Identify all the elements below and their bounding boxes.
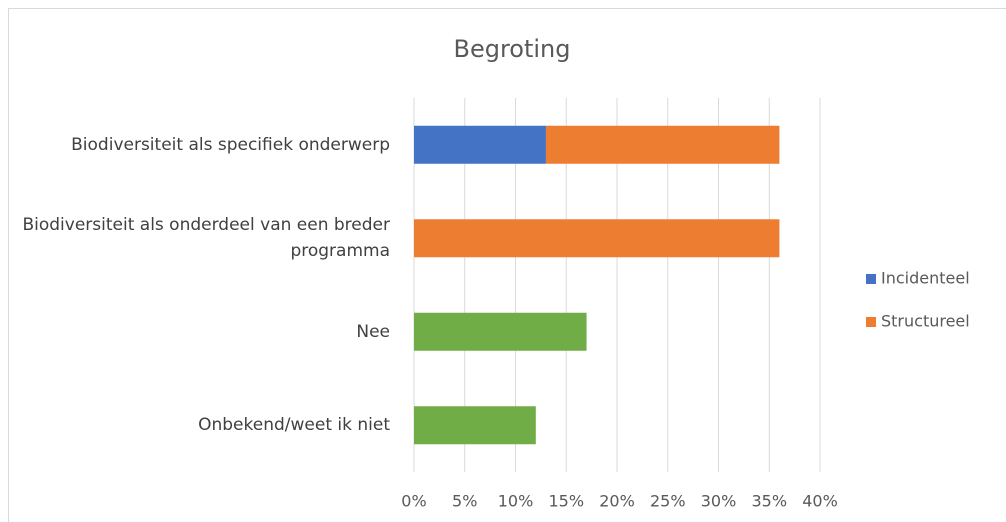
bar-segment: [414, 219, 780, 258]
y-tick-label: Onbekend/weet ik niet: [198, 415, 390, 436]
x-tick-label: 0%: [401, 492, 426, 511]
y-tick-label: Nee: [356, 321, 390, 342]
bar-segment: [414, 406, 536, 445]
x-tick-label: 20%: [599, 492, 635, 511]
x-tick-label: 30%: [701, 492, 737, 511]
bar-segment: [414, 125, 546, 164]
x-tick-label: 5%: [452, 492, 477, 511]
x-tick-label: 10%: [498, 492, 534, 511]
legend-swatch: [866, 274, 876, 284]
y-tick-label: Biodiversiteit als onderdeel van een bre…: [22, 215, 390, 262]
x-tick-label: 35%: [751, 492, 787, 511]
chart-title: Begroting: [453, 35, 570, 63]
x-tick-label: 25%: [650, 492, 686, 511]
bar-segment: [545, 125, 780, 164]
chart-border: [8, 8, 1006, 522]
legend-label: Incidenteel: [881, 269, 970, 288]
x-tick-label: 15%: [548, 492, 584, 511]
legend-swatch: [866, 317, 876, 327]
legend-label: Structureel: [881, 312, 970, 331]
bar-segment: [414, 312, 587, 351]
y-tick-label: Biodiversiteit als specifiek onderwerp: [71, 134, 390, 155]
x-tick-label: 40%: [802, 492, 838, 511]
